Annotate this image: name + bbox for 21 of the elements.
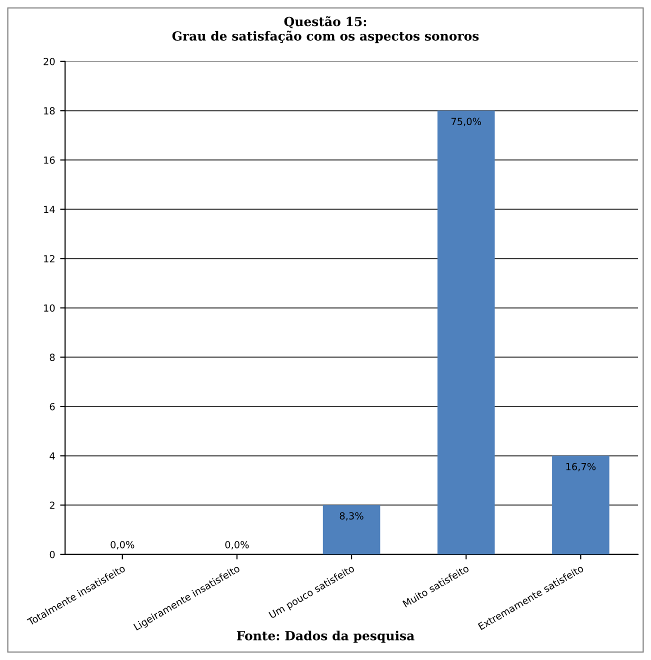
y-tick-label: 10 <box>44 304 55 312</box>
bar <box>437 110 495 554</box>
annotation: 0,0% <box>110 540 134 550</box>
y-tick-label: 2 <box>50 502 54 509</box>
y-tick-label: 4 <box>50 452 55 460</box>
annotation: 16,7% <box>566 462 596 472</box>
y-tick-label: 16 <box>44 156 55 164</box>
y-tick-label: 14 <box>44 206 55 213</box>
y-tick-label: 0 <box>50 550 55 558</box>
annotation: 8,3% <box>340 512 364 521</box>
y-tick-label: 20 <box>44 58 55 66</box>
bar <box>322 505 380 554</box>
y-tick-label: 18 <box>44 107 55 115</box>
annotation: 0,0% <box>225 540 249 550</box>
bar <box>552 456 610 554</box>
annotation: 75,0% <box>451 118 482 126</box>
source-note: Fonte: Dados da pesquisa <box>236 630 414 643</box>
chart-title: Questão 15: Grau de satisfação com os aspectos sonoros <box>172 16 479 44</box>
y-tick-label: 6 <box>50 402 55 410</box>
y-tick-label: 12 <box>44 255 54 262</box>
y-tick-label: 8 <box>50 354 55 362</box>
